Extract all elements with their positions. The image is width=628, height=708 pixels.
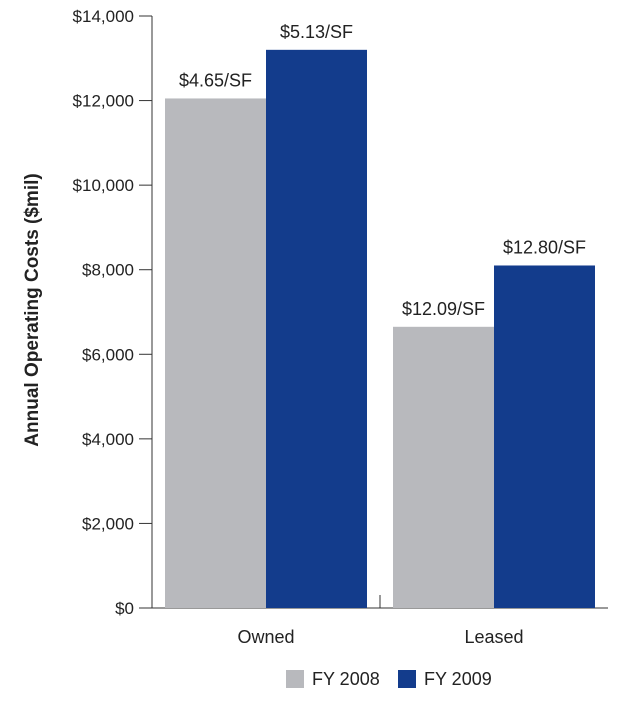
- y-tick-label: $8,000: [82, 261, 134, 280]
- bar: [165, 98, 266, 608]
- y-axis: $0 $2,000 $4,000 $6,000 $8,000 $10,000 $12,000…: [73, 7, 608, 618]
- legend: FY 2008 FY 2009: [286, 669, 492, 689]
- x-tick-label: Leased: [464, 627, 523, 647]
- bar-labels: $4.65/SF $5.13/SF $12.09/SF $12.80/SF: [179, 22, 586, 319]
- y-tick-label: $10,000: [73, 176, 134, 195]
- data-label: $4.65/SF: [179, 70, 252, 90]
- bar: [266, 49, 367, 609]
- y-tick-label: $12,000: [73, 92, 134, 111]
- x-axis: Owned Leased: [237, 627, 523, 647]
- y-tick-label: $14,000: [73, 7, 134, 26]
- y-tick-label: $6,000: [82, 345, 134, 364]
- legend-swatch: [286, 670, 304, 688]
- data-label: $5.13/SF: [280, 22, 353, 42]
- y-axis-label: Annual Operating Costs ($mil): [22, 173, 43, 446]
- data-label: $12.09/SF: [402, 299, 485, 319]
- x-tick-label: Owned: [237, 627, 294, 647]
- legend-label: FY 2008: [312, 669, 380, 689]
- y-tick-label: $2,000: [82, 514, 134, 533]
- bar: [494, 265, 595, 608]
- legend-swatch: [398, 670, 416, 688]
- y-tick-label: $4,000: [82, 430, 134, 449]
- y-tick-label: $0: [115, 599, 134, 618]
- bars: [165, 49, 595, 609]
- bar: [393, 326, 494, 608]
- legend-label: FY 2009: [424, 669, 492, 689]
- data-label: $12.80/SF: [503, 237, 586, 257]
